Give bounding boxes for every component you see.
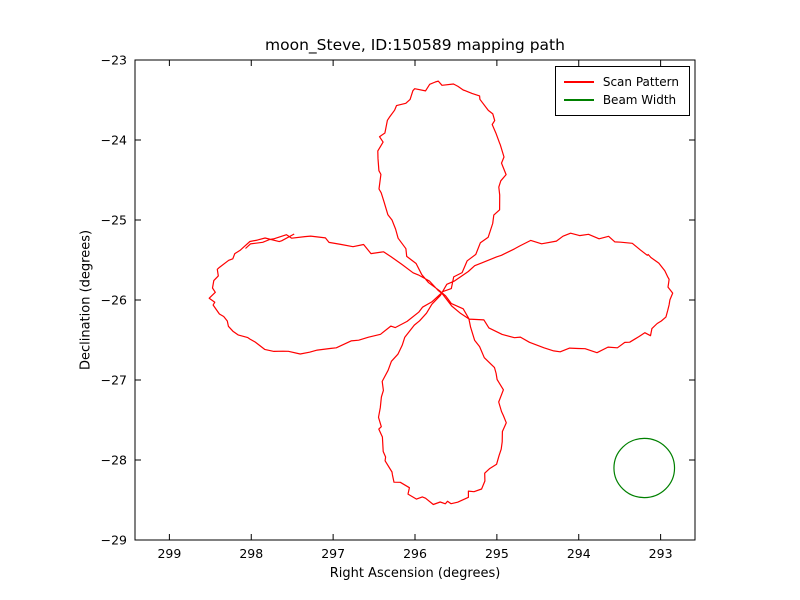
y-tick-label: −23 xyxy=(101,53,127,68)
scan-pattern-path xyxy=(208,80,674,506)
y-axis-label: Declination (degrees) xyxy=(78,229,94,371)
scan-pattern-line-swatch xyxy=(563,81,594,83)
axes-frame xyxy=(134,59,696,541)
legend-label-beam-width: Beam Width xyxy=(602,93,677,107)
legend-label-scan-pattern: Scan Pattern xyxy=(602,75,679,89)
y-tick-label: −25 xyxy=(101,213,127,228)
y-tick-label: −26 xyxy=(101,293,127,308)
x-tick-label: 295 xyxy=(485,546,509,561)
y-tick-label: −28 xyxy=(101,453,127,468)
x-tick-label: 298 xyxy=(239,546,263,561)
legend: Scan Pattern Beam Width xyxy=(554,66,690,116)
beam-width-line-swatch xyxy=(563,99,594,101)
beam-width-circle xyxy=(613,437,676,499)
legend-item-beam-width: Beam Width xyxy=(563,91,679,109)
x-tick-label: 294 xyxy=(567,546,591,561)
x-tick-label: 297 xyxy=(321,546,345,561)
x-tick-label: 299 xyxy=(157,546,181,561)
x-axis-label: Right Ascension (degrees) xyxy=(329,566,501,581)
y-tick-label: −27 xyxy=(101,373,127,388)
x-tick-label: 293 xyxy=(649,546,673,561)
legend-item-scan-pattern: Scan Pattern xyxy=(563,73,679,91)
x-tick-label: 296 xyxy=(403,546,427,561)
y-tick-label: −29 xyxy=(101,533,127,548)
chart-title: moon_Steve, ID:150589 mapping path xyxy=(265,36,565,54)
y-tick-label: −24 xyxy=(101,133,127,148)
